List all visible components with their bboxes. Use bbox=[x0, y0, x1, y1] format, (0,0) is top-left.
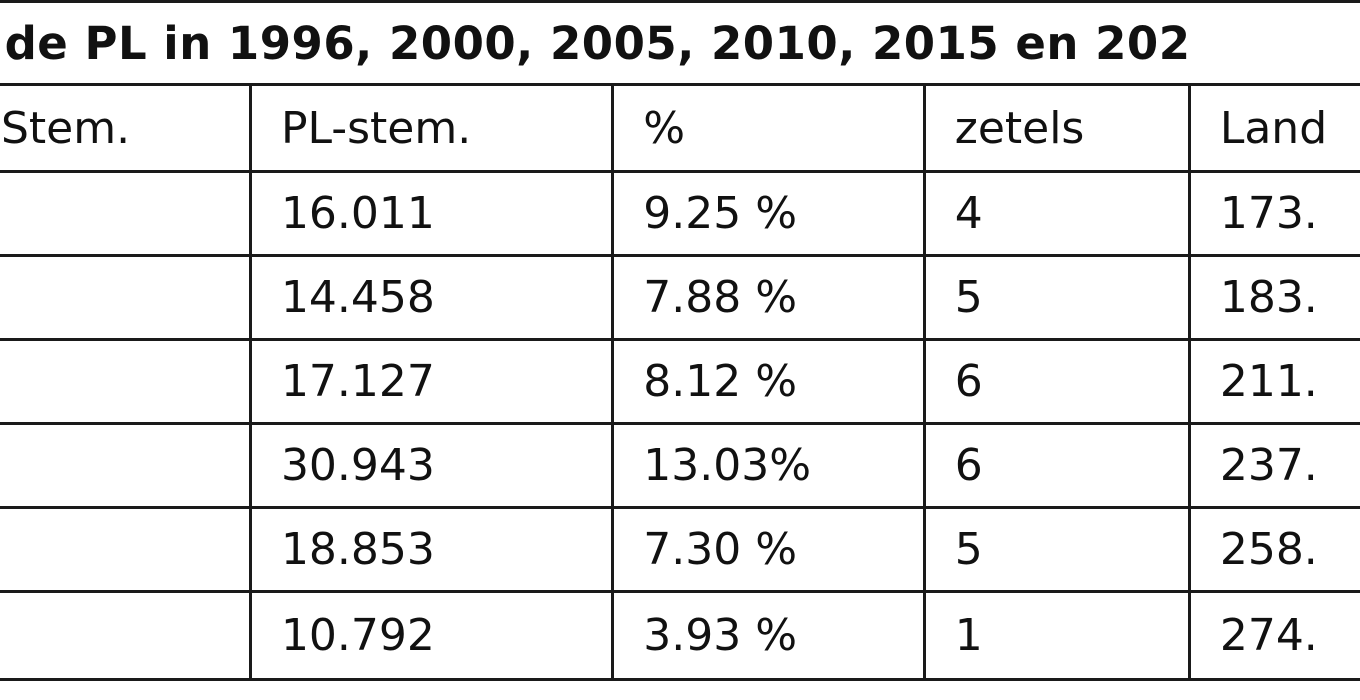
cell-land: 173. bbox=[1187, 170, 1360, 257]
cell-stem bbox=[0, 422, 252, 509]
cell-pl-stem: 30.943 bbox=[248, 422, 615, 509]
cell-land: 211. bbox=[1187, 338, 1360, 425]
cell-percentage: 9.25 % bbox=[611, 170, 926, 257]
cell-stem bbox=[0, 338, 252, 425]
cell-pl-stem: 10.792 bbox=[248, 590, 615, 681]
header-row: Stem. PL-stem. % zetels Land bbox=[0, 83, 1360, 173]
cell-zetels: 1 bbox=[922, 590, 1191, 681]
column-header-zetels: zetels bbox=[922, 83, 1191, 173]
column-header-percentage: % bbox=[611, 83, 926, 173]
cell-land: 274. bbox=[1187, 590, 1360, 681]
cell-stem bbox=[0, 506, 252, 593]
cell-zetels: 4 bbox=[922, 170, 1191, 257]
table-title: e van de PL in 1996, 2000, 2005, 2010, 2… bbox=[0, 16, 1191, 70]
cell-percentage: 7.30 % bbox=[611, 506, 926, 593]
cell-percentage: 7.88 % bbox=[611, 254, 926, 341]
table-row: 17.127 8.12 % 6 211. bbox=[0, 338, 1360, 425]
cell-pl-stem: 14.458 bbox=[248, 254, 615, 341]
column-header-land: Land bbox=[1187, 83, 1360, 173]
cell-stem bbox=[0, 254, 252, 341]
cell-zetels: 5 bbox=[922, 254, 1191, 341]
table-row: 14.458 7.88 % 5 183. bbox=[0, 254, 1360, 341]
cell-percentage: 8.12 % bbox=[611, 338, 926, 425]
cell-stem bbox=[0, 170, 252, 257]
table-row: 16.011 9.25 % 4 173. bbox=[0, 170, 1360, 257]
election-results-table: Stem. PL-stem. % zetels Land 16.011 9.25… bbox=[0, 83, 1360, 681]
table-row: 18.853 7.30 % 5 258. bbox=[0, 506, 1360, 593]
cell-pl-stem: 16.011 bbox=[248, 170, 615, 257]
cell-percentage: 3.93 % bbox=[611, 590, 926, 681]
cell-zetels: 6 bbox=[922, 338, 1191, 425]
cell-pl-stem: 17.127 bbox=[248, 338, 615, 425]
cell-land: 237. bbox=[1187, 422, 1360, 509]
cell-land: 258. bbox=[1187, 506, 1360, 593]
table-row: 30.943 13.03% 6 237. bbox=[0, 422, 1360, 509]
table-title-row: e van de PL in 1996, 2000, 2005, 2010, 2… bbox=[0, 0, 1360, 86]
cell-zetels: 6 bbox=[922, 422, 1191, 509]
cell-stem bbox=[0, 590, 252, 681]
cell-percentage: 13.03% bbox=[611, 422, 926, 509]
cell-pl-stem: 18.853 bbox=[248, 506, 615, 593]
table-row: 10.792 3.93 % 1 274. bbox=[0, 590, 1360, 681]
cell-zetels: 5 bbox=[922, 506, 1191, 593]
cell-land: 183. bbox=[1187, 254, 1360, 341]
column-header-pl-stem: PL-stem. bbox=[248, 83, 615, 173]
column-header-stem: Stem. bbox=[0, 83, 252, 173]
